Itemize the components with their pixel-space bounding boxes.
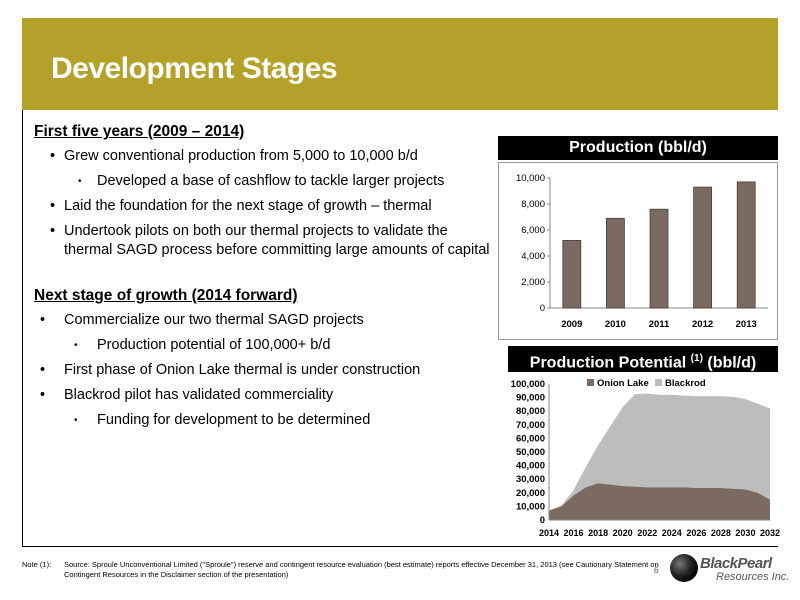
bar-2011 [649,208,669,309]
header-unit: (bbl/d) [707,354,757,372]
x-tick-label: 2022 [637,528,657,538]
y-tick-label: 50,000 [516,447,545,458]
area-onion-lake [549,483,770,520]
x-tick-label: 2013 [736,319,757,330]
logo-name: BlackPearl [700,555,772,572]
y-tick-label: 40,000 [516,461,545,472]
legend-label-0: Onion Lake [597,378,649,389]
page-title: Development Stages [51,52,338,85]
pearl-icon [670,554,698,582]
bullet-item: Grew conventional production from 5,000 … [34,147,494,166]
y-tick-label: 70,000 [516,420,545,431]
area-blackrod [549,393,770,511]
y-tick-label: 80,000 [516,406,545,417]
y-tick-label: 100,000 [511,379,545,390]
x-tick-label: 2012 [692,319,713,330]
x-tick-label: 2026 [686,528,706,538]
bullet-item: First phase of Onion Lake thermal is und… [34,361,494,380]
logo-subtitle: Resources Inc. [716,571,790,583]
x-tick-label: 2009 [561,319,582,330]
bar-2013 [736,181,756,309]
legend-swatch-1 [655,379,662,386]
bullet-item: Blackrod pilot has validated commerciali… [34,386,494,405]
y-tick-label: 4,000 [521,251,545,262]
y-tick-label: 10,000 [516,173,545,184]
x-tick-label: 2020 [613,528,633,538]
y-tick-label: 0 [540,515,545,526]
production-chart-header: Production (bbl/d) [498,136,778,160]
footnote-label: Note (1): [22,560,52,569]
x-tick-label: 2011 [649,319,670,330]
x-tick-label: 2018 [588,528,608,538]
y-tick-label: 90,000 [516,393,545,404]
production-potential-area-chart: 0 10,000 20,000 30,000 40,000 50,000 60,000 70,… [511,378,780,538]
y-tick-label: 0 [540,303,545,314]
bar-2010 [606,217,625,309]
production-potential-chart-header: Production Potential (1) (bbl/d) [508,346,778,372]
text-content: First five years (2009 – 2014) Grew conv… [34,122,494,436]
section-heading-next-stage: Next stage of growth (2014 forward) [34,287,298,304]
bottom-divider [22,546,778,547]
bullet-item: Laid the foundation for the next stage o… [34,197,494,216]
bar-2012 [693,186,713,309]
bullet-item: Commercialize our two thermal SAGD proje… [34,311,494,330]
chart-frame [498,162,778,340]
x-tick-label: 2014 [539,528,559,538]
y-tick-label: 6,000 [521,225,545,236]
sub-bullet-item: Production potential of 100,000+ b/d [34,336,494,355]
header-text: Production Potential [529,354,687,372]
left-divider [22,110,23,547]
company-logo: BlackPearl Resources Inc. [668,550,790,590]
y-tick-label: 30,000 [516,474,545,485]
legend-swatch-0 [587,379,594,386]
production-bar-chart: 0 2,000 4,000 6,000 8,000 10,000 2009 2010 2011 2… [498,162,778,340]
page-number: 6 [654,566,659,575]
y-tick-label: 2,000 [521,277,545,288]
x-tick-label: 2028 [711,528,731,538]
footnote-text: Source: Sproule Unconventional Limited (… [64,560,659,579]
x-tick-label: 2024 [662,528,682,538]
title-banner: Development Stages [22,18,778,110]
legend-label-1: Blackrod [665,378,706,389]
sub-bullet-item: Funding for development to be determined [34,411,494,430]
bar-2009 [562,240,582,309]
section-heading-first-five-years: First five years (2009 – 2014) [34,123,245,140]
x-tick-label: 2032 [760,528,780,538]
y-tick-label: 60,000 [516,433,545,444]
x-tick-label: 2010 [605,319,626,330]
y-tick-label: 8,000 [521,199,545,210]
y-tick-label: 20,000 [516,488,545,499]
y-tick-label: 10,000 [516,501,545,512]
header-footnote-ref: (1) [690,353,703,364]
x-tick-label: 2016 [564,528,584,538]
sub-bullet-item: Developed a base of cashflow to tackle l… [34,172,494,191]
x-tick-label: 2030 [735,528,755,538]
bullet-item: Undertook pilots on both our thermal pro… [34,222,494,260]
